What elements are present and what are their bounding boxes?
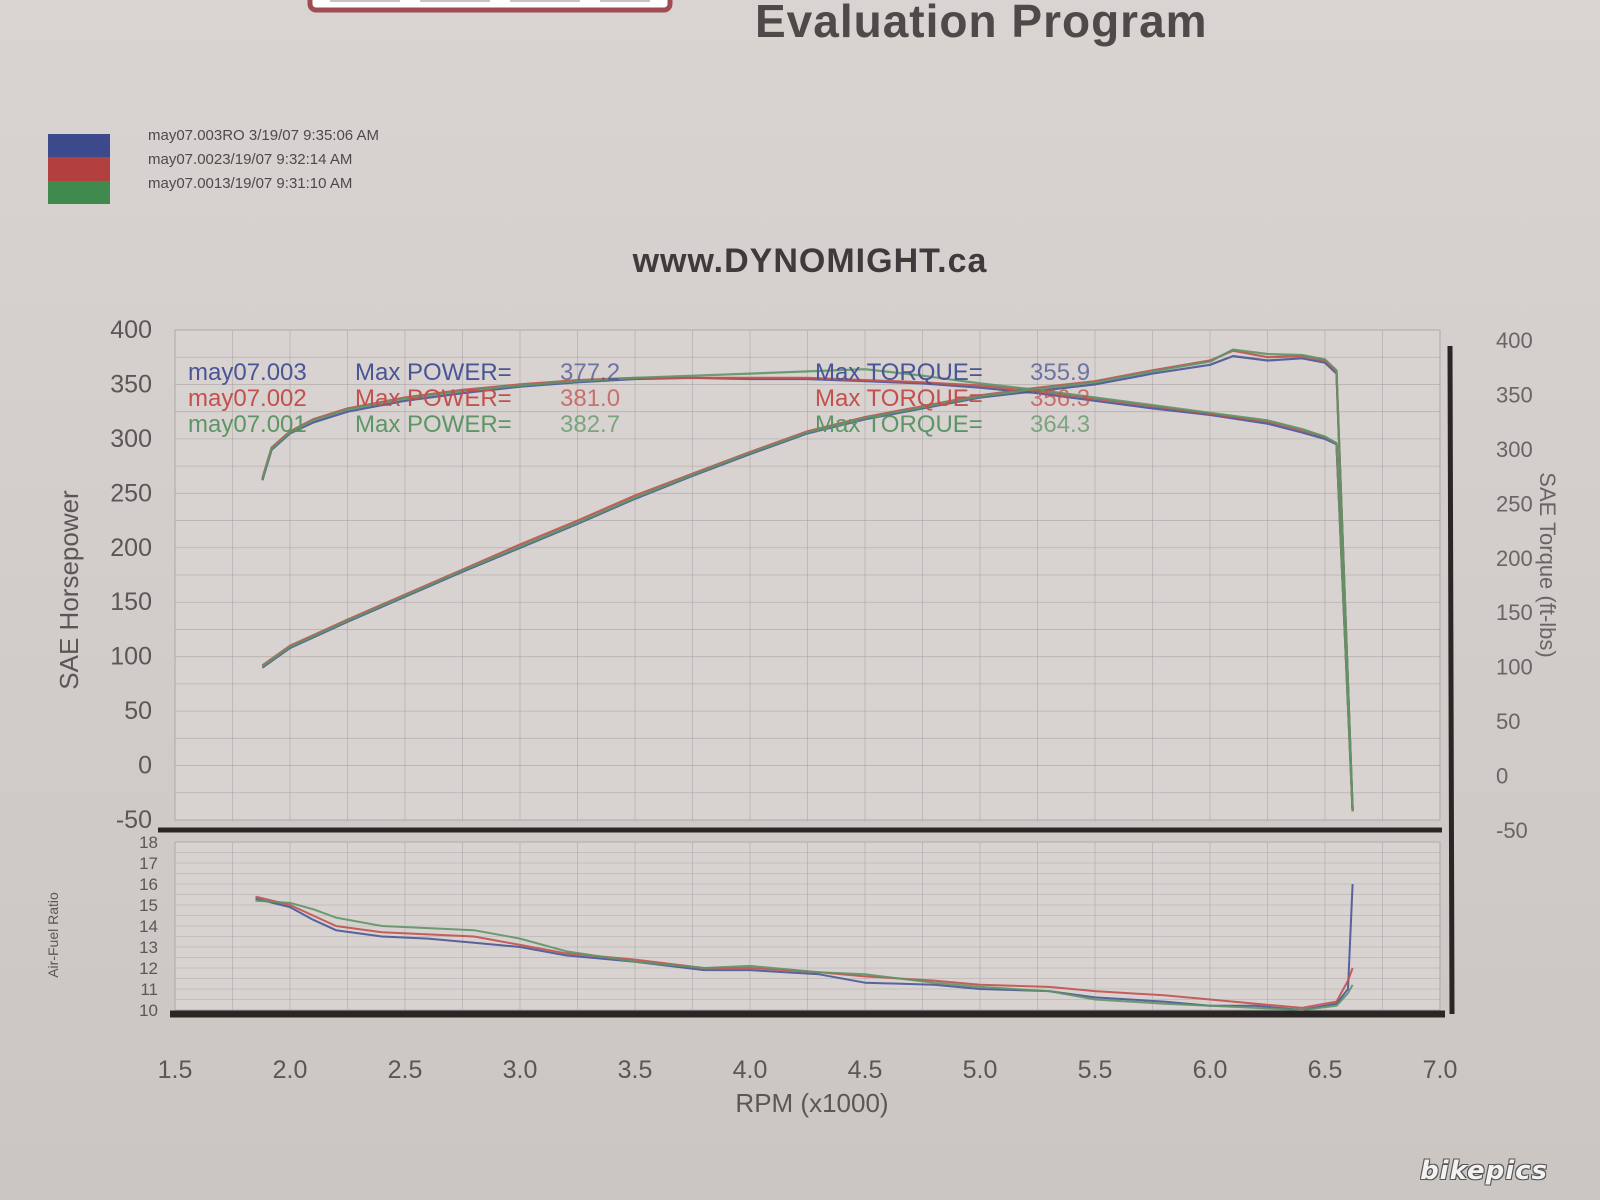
y2-tick-label: 250 bbox=[1496, 491, 1533, 516]
afr-tick-label: 13 bbox=[139, 938, 158, 957]
legend-list: may07.003RO 3/19/07 9:35:06 AM may07.002… bbox=[148, 124, 379, 196]
afr-tick-label: 17 bbox=[139, 854, 158, 873]
annotation-torque-label: Max TORQUE= bbox=[815, 385, 983, 412]
right-frame bbox=[1447, 345, 1455, 1015]
y2-tick-label: 350 bbox=[1496, 382, 1533, 407]
y2-tick-label: 50 bbox=[1496, 709, 1520, 734]
legend-swatch-run2 bbox=[48, 157, 110, 181]
annotation-run-name: may07.002 bbox=[188, 385, 307, 412]
afr-tick-label: 18 bbox=[139, 833, 158, 852]
legend-entry-run3: may07.003RO 3/19/07 9:35:06 AM bbox=[148, 127, 379, 144]
y-tick-label: 50 bbox=[124, 697, 152, 725]
legend-swatch-run1 bbox=[48, 180, 110, 204]
afr-tick-label: 12 bbox=[139, 959, 158, 978]
y-tick-label: 100 bbox=[110, 643, 152, 671]
series-line-may07-001-torque bbox=[261, 368, 1354, 811]
x-tick-label: 7.0 bbox=[1423, 1056, 1458, 1084]
y-tick-label: 400 bbox=[110, 316, 152, 344]
y-tick-label: 350 bbox=[110, 370, 152, 398]
annotation-torque-value: 355.9 bbox=[1030, 359, 1090, 386]
annotation-power-label: Max POWER= bbox=[355, 359, 512, 386]
x-tick-label: 6.5 bbox=[1308, 1056, 1343, 1084]
y-axis-label: SAE Horsepower bbox=[54, 490, 84, 690]
annotation-power-label: Max POWER= bbox=[355, 411, 512, 438]
chart-title: www.DYNOMIGHT.ca bbox=[632, 242, 988, 280]
x-tick-label: 2.5 bbox=[388, 1056, 423, 1084]
x-tick-label: 6.0 bbox=[1193, 1056, 1228, 1084]
watermark-logo: bikepics bbox=[1420, 1156, 1548, 1186]
program-title: Evaluation Program bbox=[755, 0, 1208, 47]
annotation-run-name: may07.001 bbox=[188, 411, 307, 438]
x-tick-label: 5.0 bbox=[963, 1056, 998, 1084]
annotation-torque-value: 356.3 bbox=[1030, 385, 1090, 412]
legend-entry-run2: may07.0023/19/07 9:32:14 AM bbox=[148, 151, 353, 168]
x-tick-label: 1.5 bbox=[158, 1056, 193, 1084]
afr-line-may07-003 bbox=[255, 883, 1354, 1011]
x-tick-label: 2.0 bbox=[273, 1056, 308, 1084]
y2-tick-label: 300 bbox=[1496, 437, 1533, 462]
annotation-power-label: Max POWER= bbox=[355, 385, 512, 412]
series-line-may07-001-power bbox=[261, 348, 1354, 811]
x-tick-label: 3.5 bbox=[618, 1056, 653, 1084]
x-tick-label: 5.5 bbox=[1078, 1056, 1113, 1084]
annotation-power-value: 382.7 bbox=[560, 411, 620, 438]
x-axis-label: RPM (x1000) bbox=[735, 1088, 888, 1118]
y-tick-label: 250 bbox=[110, 479, 152, 507]
y2-axis-label: SAE Torque (ft-lbs) bbox=[1535, 472, 1560, 657]
legend-entry-run1: may07.0013/19/07 9:31:10 AM bbox=[148, 175, 353, 192]
y2-tick-label: 100 bbox=[1496, 655, 1533, 680]
y2-tick-label: 400 bbox=[1496, 328, 1533, 353]
x-tick-label: 4.0 bbox=[733, 1056, 768, 1084]
annotation-run-name: may07.003 bbox=[188, 359, 307, 386]
annotation-torque-value: 364.3 bbox=[1030, 411, 1090, 438]
x-tick-label: 4.5 bbox=[848, 1056, 883, 1084]
annotation-torque-label: Max TORQUE= bbox=[815, 411, 983, 438]
y2-tick-label: -50 bbox=[1496, 818, 1528, 843]
y2-tick-label: 200 bbox=[1496, 546, 1533, 571]
afr-tick-label: 15 bbox=[139, 896, 158, 915]
y-tick-label: -50 bbox=[116, 806, 152, 834]
y2-tick-label: 0 bbox=[1496, 764, 1508, 789]
y2-tick-label: 150 bbox=[1496, 600, 1533, 625]
afr-tick-label: 11 bbox=[140, 980, 158, 999]
legend-swatch-run3 bbox=[48, 134, 110, 158]
afr-tick-label: 14 bbox=[139, 917, 158, 936]
annotation-power-value: 381.0 bbox=[560, 385, 620, 412]
afr-line-may07-001 bbox=[255, 899, 1354, 1011]
y-tick-label: 200 bbox=[110, 534, 152, 562]
y-tick-label: 300 bbox=[110, 425, 152, 453]
y-tick-label: 0 bbox=[138, 752, 152, 780]
afr-tick-label: 16 bbox=[139, 875, 158, 894]
annotation-power-value: 377.2 bbox=[560, 359, 620, 386]
annotation-torque-label: Max TORQUE= bbox=[815, 359, 983, 386]
x-tick-label: 3.0 bbox=[503, 1056, 538, 1084]
program-logo bbox=[307, 0, 673, 13]
y-tick-label: 150 bbox=[110, 588, 152, 616]
afr-tick-label: 10 bbox=[139, 1001, 158, 1020]
legend-color-swatch bbox=[48, 134, 110, 204]
afr-axis-label: Air-Fuel Ratio bbox=[45, 892, 61, 978]
